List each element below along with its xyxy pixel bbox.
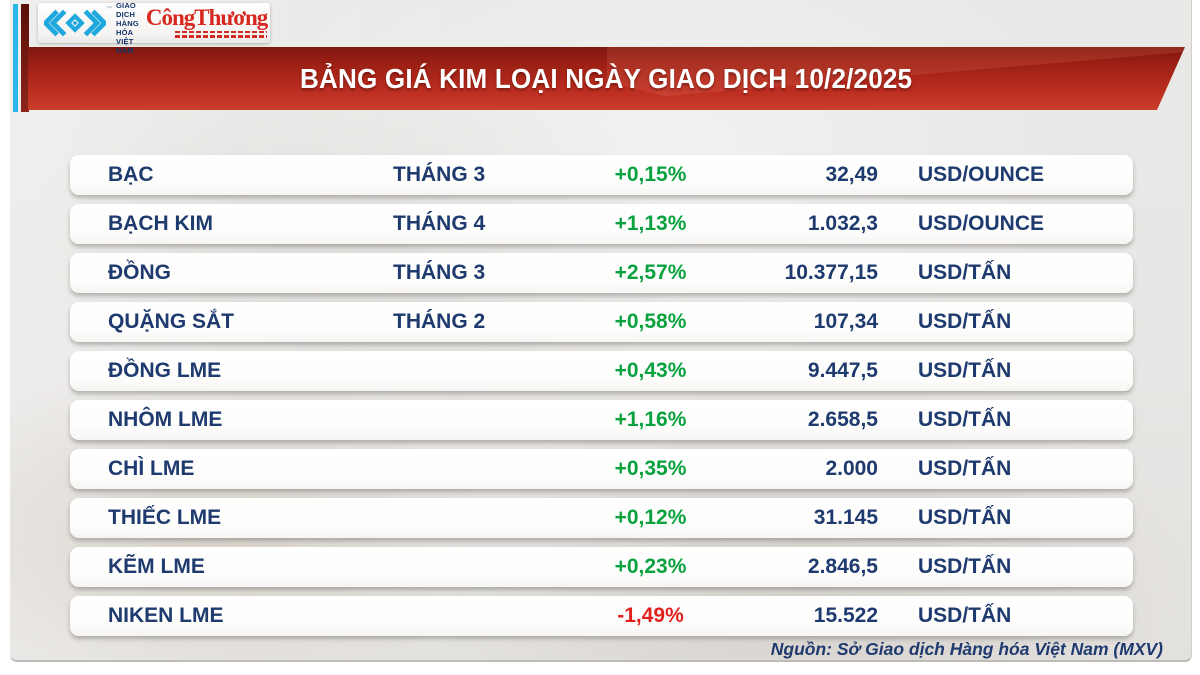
price-cell: 10.377,15 <box>784 261 878 284</box>
title-banner: BẢNG GIÁ KIM LOẠI NGÀY GIAO DỊCH 10/2/20… <box>28 47 1185 110</box>
table-row: BẠC THÁNG 3 +0,15% 32,49 USD/OUNCE <box>70 155 1133 195</box>
change-percent-cell: +2,57% <box>614 261 687 284</box>
price-cell: 2.846,5 <box>807 555 878 578</box>
change-percent-cell: +0,23% <box>614 555 687 578</box>
price-cell: 9.447,5 <box>807 359 878 382</box>
price-cell: 32,49 <box>825 163 878 186</box>
unit-cell: USD/TẤN <box>918 408 1012 431</box>
unit-cell: USD/TẤN <box>918 604 1012 627</box>
left-accent-stripe-maroon <box>21 4 29 112</box>
congthuong-logo: CôngThương <box>145 4 268 40</box>
table-row: QUẶNG SẮT THÁNG 2 +0,58% 107,34 USD/TẤN <box>70 302 1133 342</box>
metal-name-cell: CHÌ LME <box>108 457 195 480</box>
price-cell: 15.522 <box>813 604 878 627</box>
left-accent-stripe-cyan <box>13 4 18 112</box>
change-percent-cell: +0,35% <box>614 457 687 480</box>
table-row: NHÔM LME +1,16% 2.658,5 USD/TẤN <box>70 400 1133 440</box>
mxv-trademark: ™ <box>106 6 112 12</box>
table-row: KẼM LME +0,23% 2.846,5 USD/TẤN <box>70 547 1133 587</box>
metal-name-cell: QUẶNG SẮT <box>108 310 234 333</box>
price-cell: 2.658,5 <box>807 408 878 431</box>
unit-cell: USD/TẤN <box>918 261 1012 284</box>
contract-month-cell: THÁNG 4 <box>393 212 486 235</box>
contract-month-cell: THÁNG 3 <box>393 163 486 186</box>
change-percent-cell: +0,12% <box>614 506 687 529</box>
table-row: THIẾC LME +0,12% 31.145 USD/TẤN <box>70 498 1133 538</box>
change-percent-cell: +0,15% <box>614 163 687 186</box>
unit-cell: USD/TẤN <box>918 310 1012 333</box>
change-percent-cell: +1,13% <box>614 212 687 235</box>
change-percent-cell: +0,43% <box>614 359 687 382</box>
mxv-logo-text: SỞ GIAO DỊCH HÀNG HÓA VIỆT NAM <box>116 0 139 55</box>
unit-cell: USD/OUNCE <box>918 163 1045 186</box>
change-percent-cell: +0,58% <box>614 310 687 333</box>
unit-cell: USD/OUNCE <box>918 212 1045 235</box>
contract-month-cell: THÁNG 2 <box>393 310 486 333</box>
metal-name-cell: ĐỒNG LME <box>108 359 222 382</box>
metal-name-cell: BẠC <box>108 163 154 186</box>
unit-cell: USD/TẤN <box>918 506 1012 529</box>
table-row: ĐỒNG THÁNG 3 +2,57% 10.377,15 USD/TẤN <box>70 253 1133 293</box>
price-cell: 107,34 <box>813 310 878 333</box>
congthuong-slogan-lines <box>175 30 268 40</box>
metal-name-cell: NHÔM LME <box>108 408 223 431</box>
mxv-logo-icon <box>41 9 109 37</box>
table-row: BẠCH KIM THÁNG 4 +1,13% 1.032,3 USD/OUNC… <box>70 204 1133 244</box>
price-cell: 31.145 <box>813 506 878 529</box>
table-row: NIKEN LME -1,49% 15.522 USD/TẤN <box>70 596 1133 636</box>
page-title: BẢNG GIÁ KIM LOẠI NGÀY GIAO DỊCH 10/2/20… <box>300 62 913 94</box>
price-cell: 2.000 <box>825 457 878 480</box>
source-note: Nguồn: Sở Giao dịch Hàng hóa Việt Nam (M… <box>770 639 1163 659</box>
unit-cell: USD/TẤN <box>918 359 1012 382</box>
metal-name-cell: NIKEN LME <box>108 604 224 627</box>
contract-month-cell: THÁNG 3 <box>393 261 486 284</box>
metal-name-cell: ĐỒNG <box>108 261 171 284</box>
price-cell: 1.032,3 <box>807 212 878 235</box>
change-percent-cell: -1,49% <box>617 604 684 627</box>
unit-cell: USD/TẤN <box>918 555 1012 578</box>
table-row: ĐỒNG LME +0,43% 9.447,5 USD/TẤN <box>70 351 1133 391</box>
table-row: CHÌ LME +0,35% 2.000 USD/TẤN <box>70 449 1133 489</box>
price-table: BẠC THÁNG 3 +0,15% 32,49 USD/OUNCE BẠCH … <box>70 155 1133 645</box>
metal-name-cell: KẼM LME <box>108 555 205 578</box>
change-percent-cell: +1,16% <box>614 408 687 431</box>
congthuong-logo-text: CôngThương <box>145 4 268 30</box>
page-background: ™ SỞ GIAO DỊCH HÀNG HÓA VIỆT NAM CôngThư… <box>10 0 1192 662</box>
unit-cell: USD/TẤN <box>918 457 1012 480</box>
metal-name-cell: BẠCH KIM <box>108 212 213 235</box>
metal-name-cell: THIẾC LME <box>108 506 222 529</box>
header-logo-plate: ™ SỞ GIAO DỊCH HÀNG HÓA VIỆT NAM CôngThư… <box>38 0 270 55</box>
